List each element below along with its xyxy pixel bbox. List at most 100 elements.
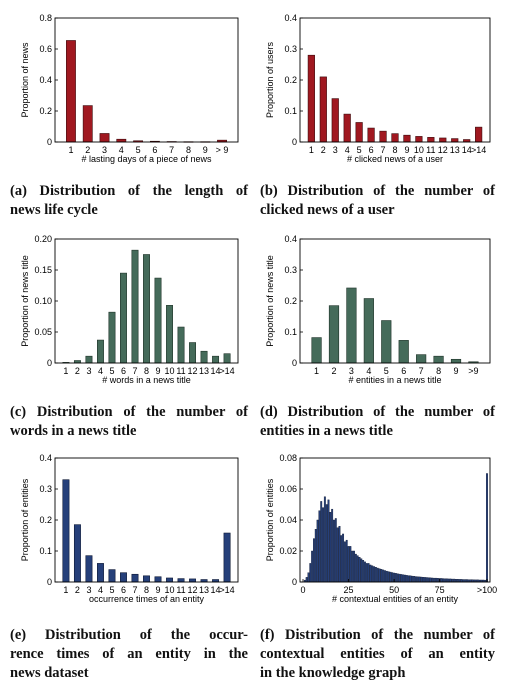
bar [120, 572, 127, 583]
x-axis-label: # words in a news title [102, 375, 191, 385]
x-tick-label: 9 [203, 145, 208, 155]
histogram-bar [435, 577, 437, 583]
histogram-bar [349, 546, 352, 583]
bar [416, 354, 427, 364]
x-tick-label: 3 [86, 585, 91, 595]
histogram-bar [316, 519, 319, 583]
x-tick-label: 6 [121, 585, 126, 595]
histogram-bar [385, 570, 388, 583]
histogram-bar [420, 576, 423, 583]
x-tick-label: 50 [389, 585, 399, 595]
x-tick-label: 3 [349, 366, 354, 376]
x-tick-label: 11 [426, 145, 435, 155]
x-tick-label: 7 [169, 145, 174, 155]
histogram-bar [380, 569, 383, 583]
bar [363, 298, 374, 364]
x-tick-label: 2 [331, 366, 336, 376]
y-tick-label: 0 [47, 137, 52, 147]
y-tick-label: 0.06 [279, 484, 297, 494]
x-tick-label: 4 [98, 585, 103, 595]
y-tick-label: 0 [47, 577, 52, 587]
x-tick-label: 14 [462, 145, 472, 155]
histogram-bar [371, 565, 374, 583]
chart-e: 1 2 3 4 5 6 7 8 9 10 11 12 13 14>1400.10.20.30.4occur… [20, 453, 239, 604]
histogram-bar [322, 507, 324, 583]
bar [319, 76, 327, 143]
x-tick-label: 13 [450, 145, 460, 155]
bar [143, 254, 150, 364]
histogram-bar [409, 575, 412, 583]
y-axis-label: Proportion of news title [20, 255, 30, 347]
histogram-bar [356, 555, 359, 583]
bar [200, 350, 208, 364]
bar [311, 337, 322, 364]
bar [66, 40, 76, 143]
x-tick-label: 2 [321, 145, 326, 155]
histogram-bar [394, 573, 397, 583]
x-tick-label: >14 [219, 366, 234, 376]
histogram-bar [422, 577, 425, 583]
plot-frame [299, 17, 491, 143]
bar [177, 326, 185, 364]
x-tick-label: 1 [68, 145, 73, 155]
histogram-bar [367, 563, 370, 583]
bar [355, 122, 363, 143]
bar [451, 138, 459, 143]
histogram-bar [353, 550, 355, 583]
histogram-bar [351, 550, 354, 583]
histogram-bar [378, 568, 381, 583]
y-tick-label: 0.4 [284, 13, 297, 23]
histogram-bar [402, 574, 405, 583]
x-tick-label: 0 [300, 585, 305, 595]
histogram-bar [329, 512, 332, 583]
bar [343, 113, 351, 143]
histogram-bar [364, 561, 366, 583]
histogram-bar [398, 573, 401, 583]
x-tick-label: 14 [211, 585, 221, 595]
chart-d: 1 2 3 4 5 6 7 8 9 >9 0 0.1 0.2 0.3 0.4 # entities in a … [265, 234, 491, 385]
histogram-bar [427, 577, 430, 583]
caption-e: (e) Distribution of the occur- rence tim… [10, 627, 248, 681]
x-tick-label: 75 [435, 585, 445, 595]
y-tick-label: 0 [292, 137, 297, 147]
y-tick-label: 0.02 [279, 546, 297, 556]
plot-frame [54, 238, 239, 364]
histogram-bar [336, 527, 339, 583]
x-tick-label: 13 [199, 585, 209, 595]
y-tick-label: 0 [47, 358, 52, 368]
bar [307, 54, 315, 143]
histogram-bar [365, 563, 368, 583]
x-tick-label: 3 [102, 145, 107, 155]
histogram-bar [345, 539, 348, 583]
x-tick-label: 8 [186, 145, 191, 155]
y-tick-label: 0.2 [284, 296, 297, 306]
bar [99, 133, 110, 143]
histogram-bar [384, 570, 386, 583]
x-tick-label: 12 [188, 585, 198, 595]
x-tick-label: 2 [75, 585, 80, 595]
y-axis-label: Proportion of users [265, 41, 275, 118]
bar [403, 134, 411, 143]
x-tick-label: >100 [477, 585, 497, 595]
x-tick-label: 8 [392, 145, 397, 155]
bar [223, 532, 231, 583]
bar [143, 575, 150, 583]
x-axis-label: # clicked news of a user [347, 154, 443, 164]
plot-frame [54, 17, 239, 143]
y-tick-label: 0.04 [279, 515, 297, 525]
histogram-bar [309, 563, 312, 583]
x-tick-label: 6 [369, 145, 374, 155]
bar [177, 578, 185, 583]
histogram-bar [411, 575, 414, 583]
y-tick-label: 0.4 [39, 75, 52, 85]
histogram-bar [340, 535, 343, 583]
x-tick-label: 7 [132, 366, 137, 376]
x-tick-label: 1 [63, 366, 68, 376]
histogram-bar [396, 573, 399, 583]
x-tick-label: 4 [366, 366, 371, 376]
y-tick-label: 0.20 [34, 234, 52, 244]
x-tick-label: 8 [144, 366, 149, 376]
y-axis-label: Proportion of news [20, 42, 30, 118]
caption-d: (d) Distribution of the number of entiti… [260, 404, 495, 439]
y-tick-label: 0.8 [39, 13, 52, 23]
